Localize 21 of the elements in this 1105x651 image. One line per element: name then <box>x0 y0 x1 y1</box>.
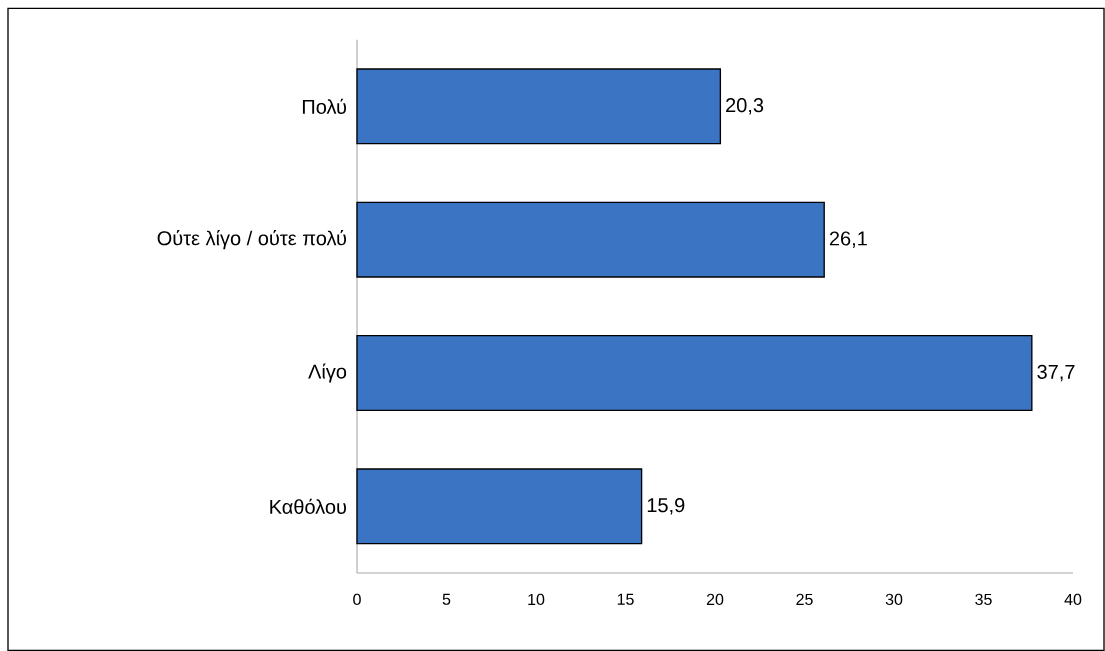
x-tick-label: 25 <box>796 593 813 606</box>
y-tick-label: Λίγο <box>308 363 347 383</box>
bar <box>356 335 1033 411</box>
x-tick-label: 0 <box>353 593 361 606</box>
data-label: 26,1 <box>829 231 867 248</box>
x-tick-label: 15 <box>617 593 634 605</box>
x-tick-label: 10 <box>528 593 545 606</box>
bar <box>356 468 643 545</box>
data-label: 15,9 <box>647 498 685 515</box>
x-tick-label: 35 <box>975 593 992 606</box>
data-label: 20,3 <box>726 98 764 115</box>
bar <box>356 201 825 278</box>
x-tick-label: 40 <box>1064 593 1082 606</box>
x-tick-label: 5 <box>442 593 451 605</box>
y-tick-label: Ούτε λίγο / ούτε πολύ <box>157 230 347 250</box>
x-tick-label: 30 <box>885 593 903 606</box>
y-tick-label: Πολύ <box>302 98 347 114</box>
data-label: 37,7 <box>1037 364 1075 382</box>
y-tick-label: Καθόλου <box>270 498 346 514</box>
bar <box>356 68 722 145</box>
x-tick-label: 20 <box>706 593 724 606</box>
